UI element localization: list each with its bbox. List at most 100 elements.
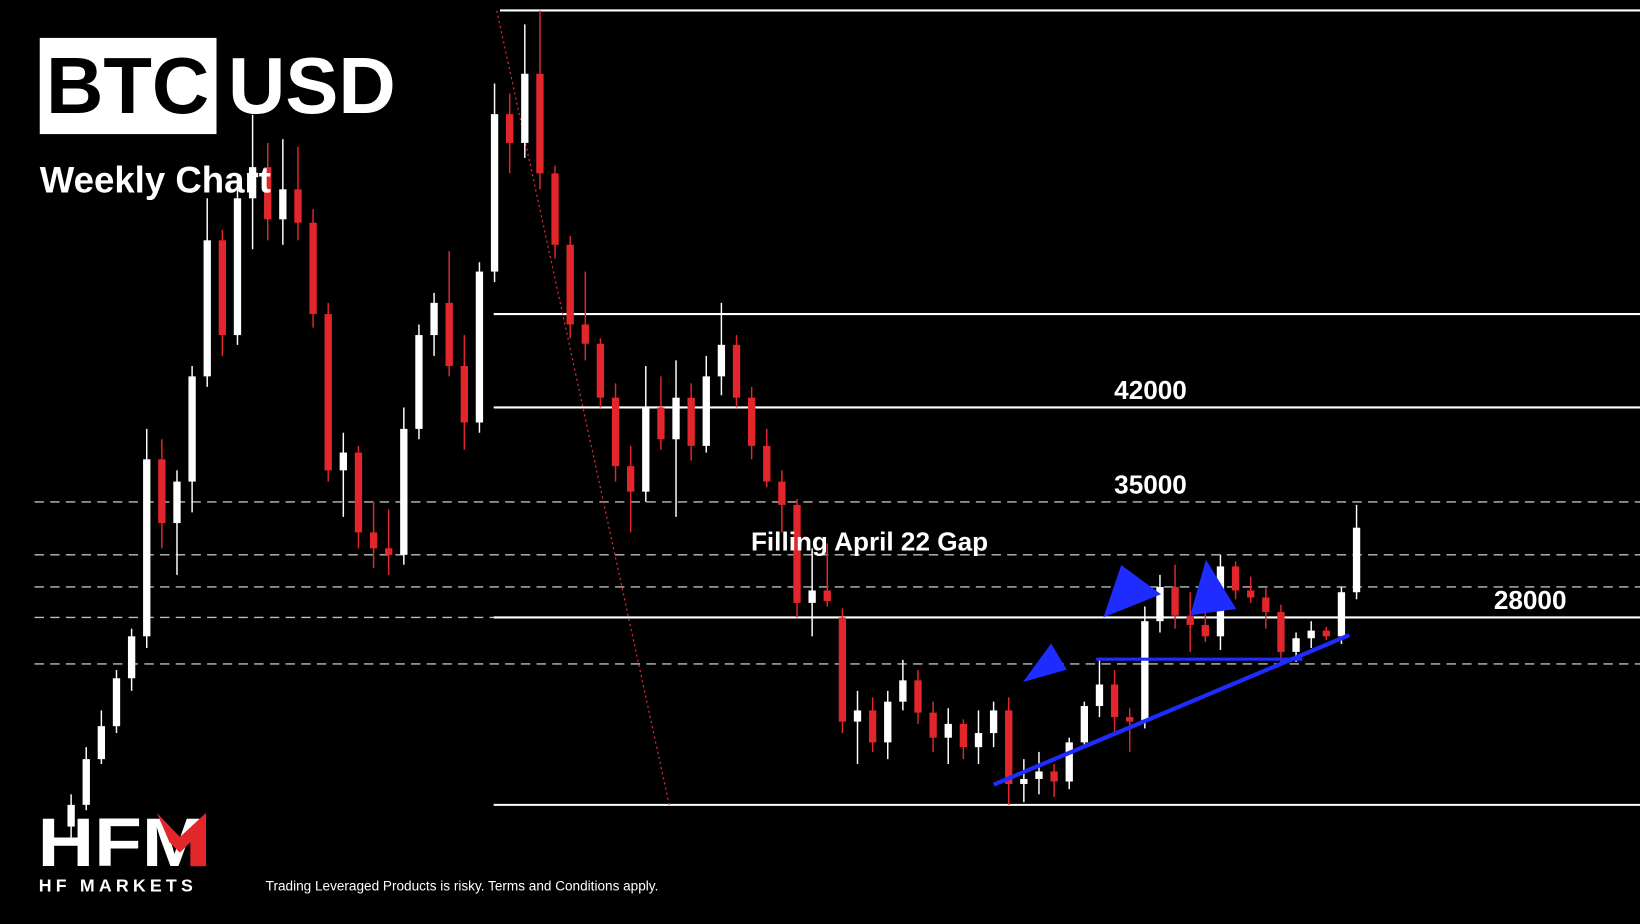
candle-body <box>853 710 862 722</box>
candle-body <box>324 314 332 471</box>
candle-body <box>188 376 196 482</box>
candle-body <box>1186 615 1194 625</box>
candle-body <box>490 114 499 272</box>
candle-body <box>1095 684 1104 707</box>
disclaimer: Trading Leveraged Products is risky. Ter… <box>266 878 659 893</box>
candle-body <box>581 324 589 344</box>
pair-quote: USD <box>228 41 396 130</box>
candle-body <box>763 445 771 482</box>
candle-body <box>974 733 983 748</box>
pattern-triangle <box>1103 565 1161 618</box>
candle-body <box>944 723 952 738</box>
candle-body <box>460 366 468 423</box>
candles <box>67 10 1361 838</box>
candle-body <box>82 759 90 805</box>
candle-body <box>868 710 877 743</box>
candle-body <box>793 504 801 603</box>
candle-body <box>1337 592 1346 637</box>
candle-body <box>430 302 438 336</box>
candle-body <box>112 678 121 727</box>
candle-body <box>627 466 635 492</box>
candle-body <box>611 397 620 467</box>
candle-body <box>158 459 166 524</box>
candle-body <box>67 804 75 827</box>
candle-body <box>143 459 151 637</box>
candle-body <box>1262 597 1270 612</box>
candle-body <box>1080 706 1089 743</box>
candle-body <box>415 335 423 429</box>
candle-body <box>1292 638 1300 652</box>
candle-body <box>445 302 453 367</box>
candle-body <box>823 590 831 602</box>
candle-body <box>1141 621 1149 722</box>
candle-body <box>929 712 937 738</box>
pattern-triangle <box>1022 643 1067 683</box>
candle-body <box>566 244 574 325</box>
candle-body <box>1277 611 1285 652</box>
candle-body <box>1020 778 1028 785</box>
candle-body <box>339 452 347 471</box>
candle-body <box>248 167 257 199</box>
candle-body <box>1050 771 1058 782</box>
candle-body <box>596 343 605 398</box>
candle-body <box>354 452 363 533</box>
brand: HF MARKETS <box>39 875 197 895</box>
candle-body <box>294 189 302 223</box>
candle-body <box>778 481 786 505</box>
candle-body <box>97 726 106 760</box>
candle-body <box>899 680 907 702</box>
candle-body <box>203 240 211 377</box>
candle-body <box>808 590 816 603</box>
candle-body <box>989 710 998 734</box>
candle-body <box>536 73 544 174</box>
subtitle: Weekly Chart <box>40 160 271 201</box>
candle-body <box>218 240 227 336</box>
candle-body <box>657 407 665 440</box>
logo-accent <box>156 812 207 867</box>
candle-body <box>279 189 287 220</box>
candle-body <box>506 114 514 143</box>
candle-body <box>400 428 408 555</box>
candle-body <box>233 198 242 336</box>
candle-body <box>1065 742 1073 782</box>
candle-body <box>732 344 741 398</box>
candle-body <box>309 222 317 315</box>
candle-body <box>1171 586 1179 616</box>
candle-body <box>914 680 922 713</box>
level-label: 28000 <box>1494 585 1567 615</box>
candle-body <box>1156 586 1164 622</box>
pair-base: BTC <box>46 41 209 130</box>
candle-body <box>127 636 136 679</box>
candle-body <box>173 481 181 524</box>
candle-body <box>642 407 650 492</box>
candle-body <box>551 173 559 245</box>
level-label: 42000 <box>1114 375 1187 405</box>
candle-body <box>959 723 968 748</box>
candle-body <box>1322 630 1330 637</box>
candle-body <box>369 532 378 549</box>
level-labels: 42000 35000 28000 <box>1114 375 1566 615</box>
candle-body <box>884 701 892 743</box>
pattern-triangle <box>1190 559 1237 616</box>
levels <box>34 9 1640 806</box>
candle-body <box>1126 717 1134 722</box>
candle-body <box>475 271 484 423</box>
candle-body <box>1247 590 1255 598</box>
candle-body <box>1352 527 1361 593</box>
candle-body <box>717 344 726 377</box>
candle-body <box>702 376 710 446</box>
candle-body <box>521 73 529 143</box>
candle-body <box>1231 566 1240 591</box>
candle-body <box>687 397 695 446</box>
candle-body <box>264 167 272 220</box>
candle-body <box>1201 624 1209 637</box>
candle-body <box>1307 630 1315 639</box>
annotation: Filling April 22 Gap <box>751 526 988 556</box>
candle-body <box>1035 771 1043 779</box>
candle-body <box>672 397 680 440</box>
candle-body <box>747 397 756 446</box>
candle-body <box>1005 710 1013 785</box>
